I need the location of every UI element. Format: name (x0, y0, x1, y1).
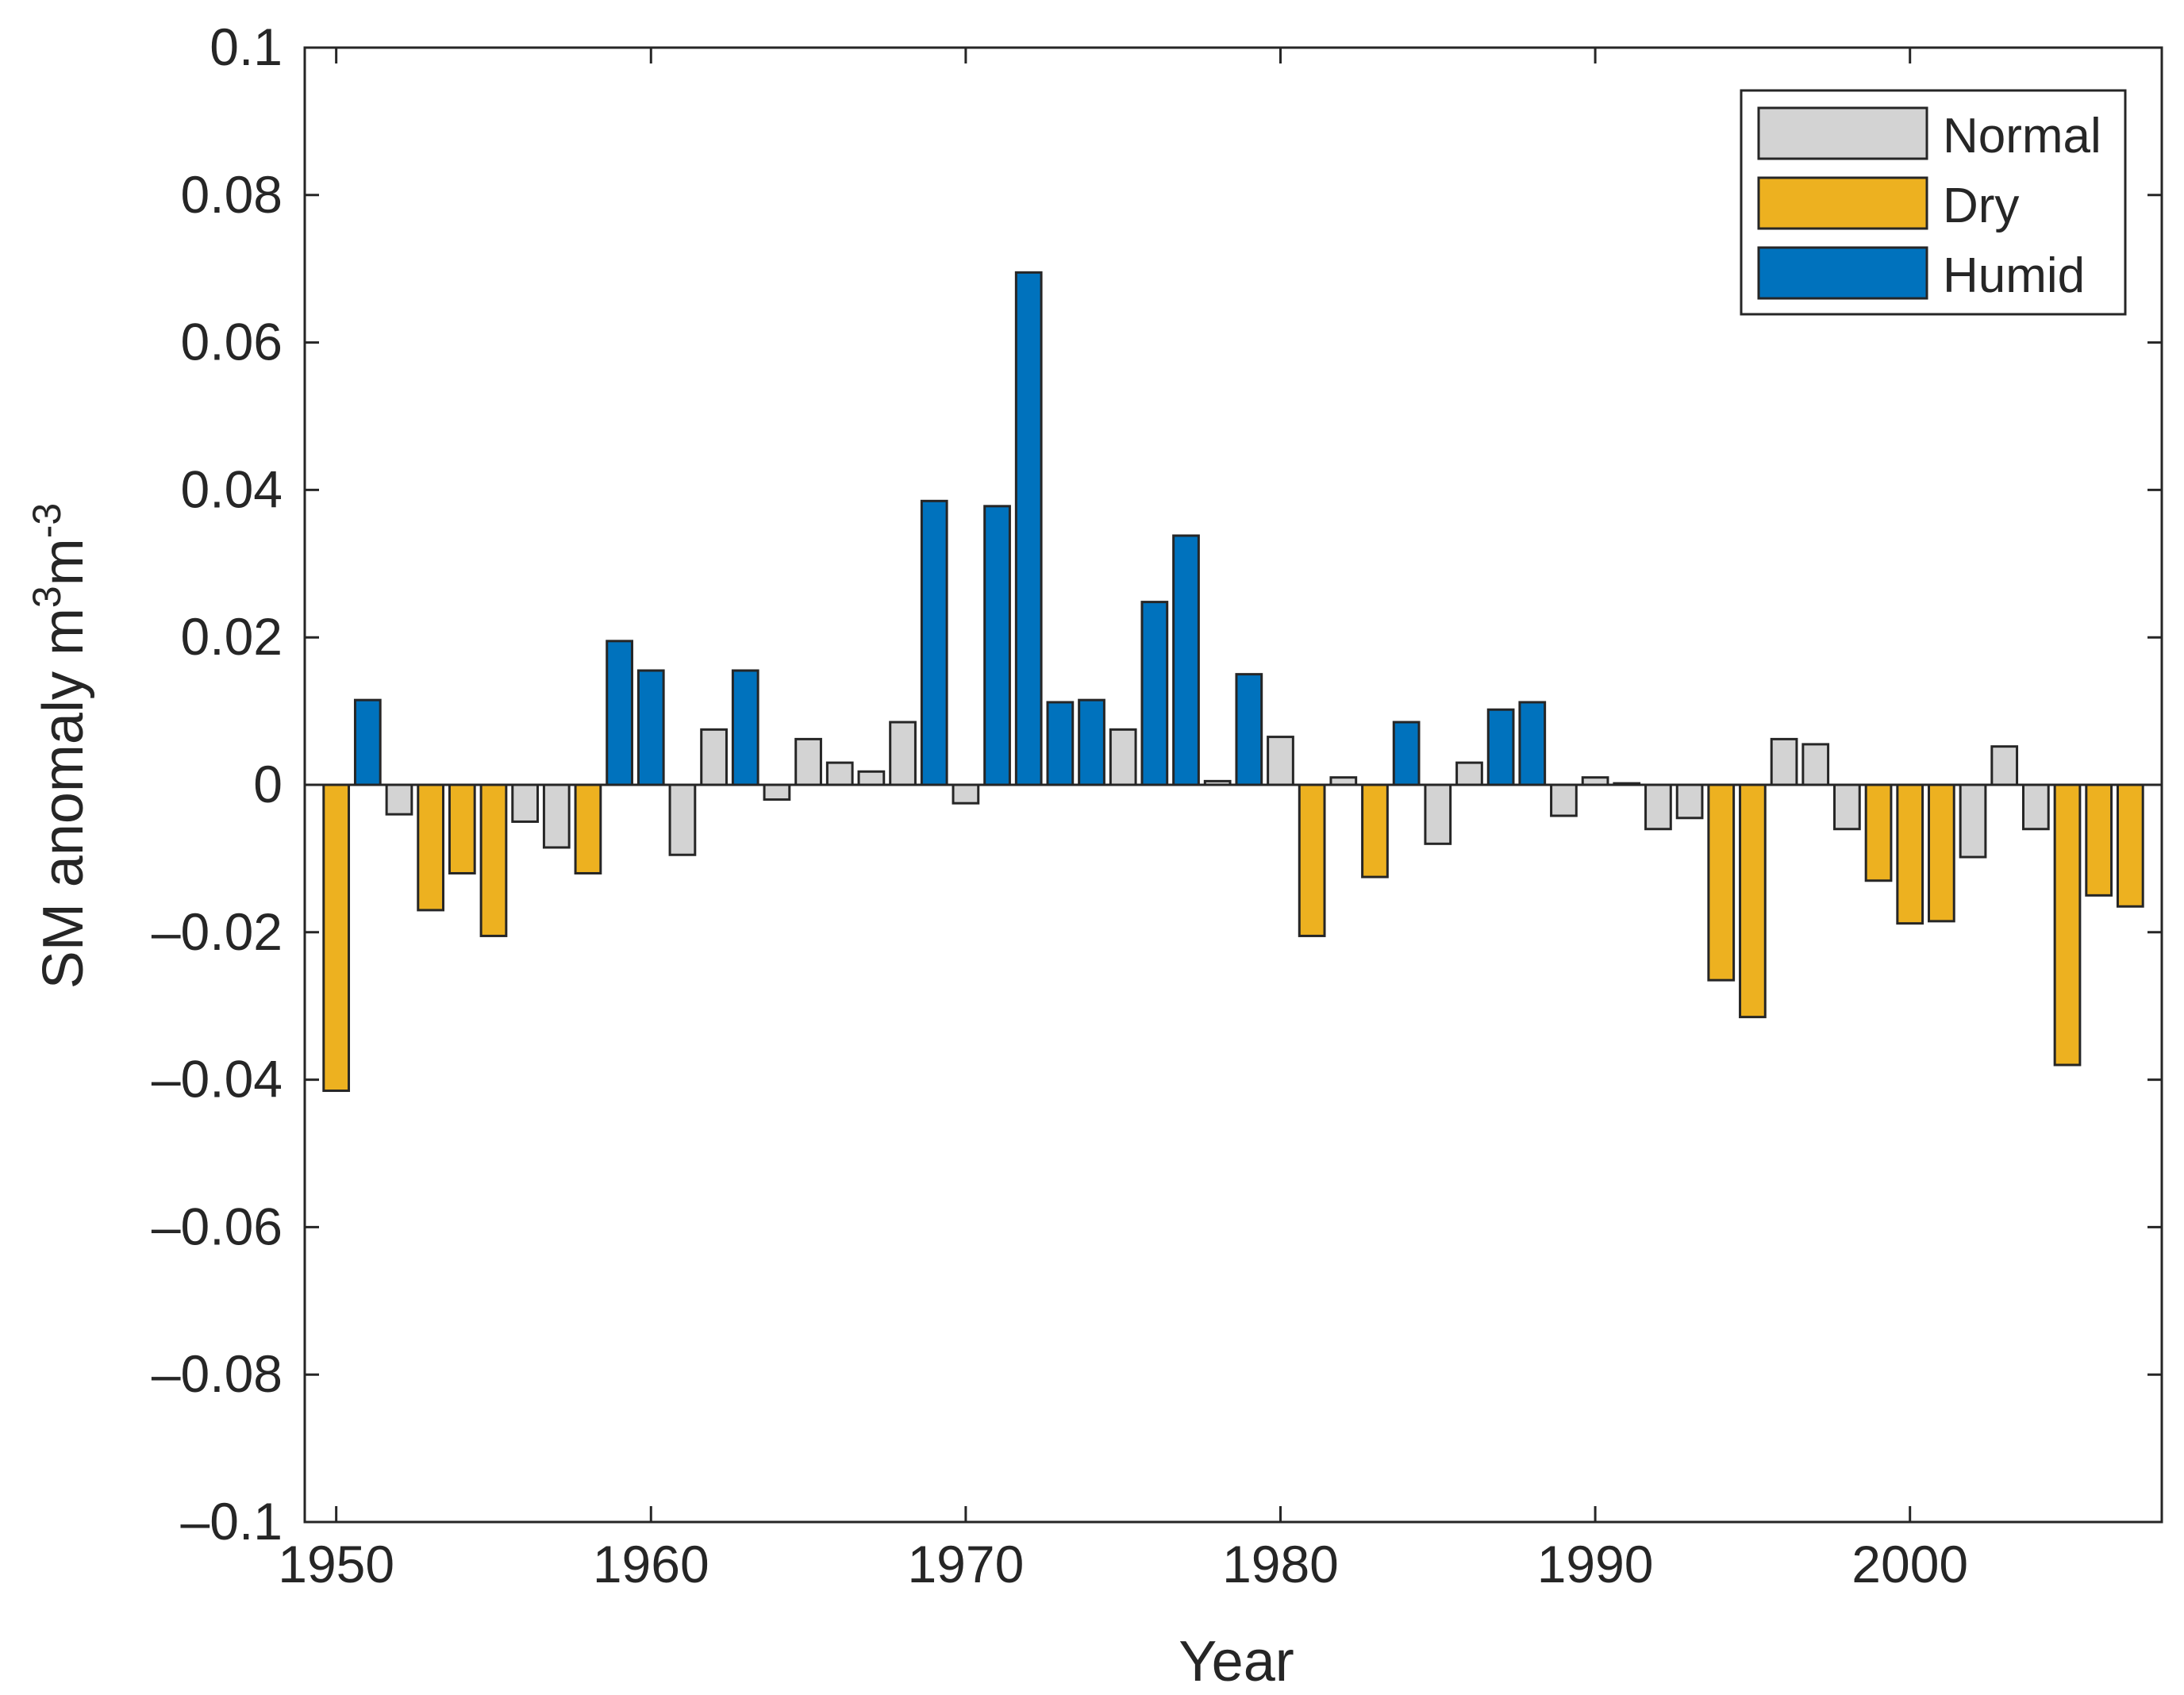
bar-1956-normal (511, 783, 539, 823)
legend-label-humid: Humid (1943, 248, 2085, 303)
bar-1962-normal (700, 728, 728, 786)
bar-2002-normal (1959, 783, 1987, 859)
bar-1969-humid (920, 499, 948, 786)
bar-1985-normal (1424, 783, 1452, 845)
bar-1950-dry (322, 783, 351, 1093)
y-tick-label: –0.1 (181, 1492, 283, 1551)
bar-2007-dry (2116, 783, 2144, 908)
bar-1971-humid (983, 505, 1011, 786)
bar-2006-dry (2085, 783, 2113, 897)
bar-1959-humid (606, 640, 633, 786)
bar-1974-humid (1078, 698, 1105, 786)
bar-1993-normal (1675, 783, 1704, 820)
bar-1988-humid (1518, 701, 1547, 786)
x-tick-label: 1990 (1537, 1535, 1654, 1593)
y-axis-ticks: 0.1 0.08 0.06 0.04 0.02 0 –0.02 –0.04 –0.06 –0.08… (152, 17, 2162, 1551)
bar-1986-normal (1455, 761, 1483, 786)
bar-1981-dry (1298, 783, 1326, 937)
bar-1995-dry (1739, 783, 1767, 1019)
y-tick-label: 0 (253, 755, 283, 813)
bar-1984-humid (1392, 721, 1421, 786)
bar-series (322, 271, 2144, 1093)
bar-1957-normal (542, 783, 571, 849)
bar-1983-dry (1361, 783, 1389, 878)
bar-1960-humid (636, 669, 665, 786)
x-tick-label: 1970 (907, 1535, 1024, 1593)
bar-1951-humid (353, 698, 382, 786)
y-tick-label: 0.08 (181, 165, 283, 224)
bar-1961-normal (668, 783, 697, 856)
legend-label-normal: Normal (1943, 109, 2101, 163)
bar-1989-normal (1550, 783, 1578, 817)
bar-1975-normal (1109, 728, 1137, 786)
y-axis-label-base: SM anomaly m (32, 608, 95, 989)
bar-1970-normal (952, 783, 980, 805)
x-tick-label: 1950 (278, 1535, 394, 1593)
bar-2005-dry (2053, 783, 2082, 1067)
legend-swatch-humid (1757, 246, 1928, 300)
bar-1958-dry (574, 783, 602, 874)
bar-1992-normal (1644, 783, 1672, 831)
bar-1954-dry (448, 783, 476, 874)
y-tick-label: 0.02 (181, 607, 283, 666)
bar-1965-normal (794, 737, 822, 786)
y-axis-label-mid: m (32, 538, 95, 586)
bar-1964-normal (763, 783, 791, 801)
bar-1955-dry (479, 783, 508, 937)
y-tick-label: –0.02 (152, 902, 283, 961)
bar-1967-normal (857, 770, 886, 786)
bar-1972-humid (1014, 271, 1043, 786)
x-tick-label: 1980 (1222, 1535, 1339, 1593)
y-tick-label: 0.04 (181, 459, 283, 518)
bar-1953-dry (417, 783, 445, 912)
bar-1980-normal (1267, 736, 1294, 786)
bar-1973-humid (1046, 701, 1075, 786)
x-tick-label: 2000 (1851, 1535, 1968, 1593)
x-axis-ticks: 1950 1960 1970 1980 1990 2000 (278, 48, 1968, 1593)
bar-1997-normal (1801, 743, 1830, 786)
bar-1977-humid (1172, 534, 1200, 786)
y-axis-label-sup2: -3 (25, 503, 69, 538)
y-tick-label: –0.06 (152, 1197, 283, 1255)
y-axis-label-sup1: 3 (25, 586, 69, 608)
bar-1987-humid (1486, 708, 1515, 786)
bar-2001-dry (1928, 783, 1955, 923)
bar-1966-normal (825, 761, 854, 786)
x-tick-label: 1960 (593, 1535, 709, 1593)
legend: Normal Dry Humid (1740, 89, 2127, 316)
legend-swatch-dry (1757, 176, 1928, 230)
y-tick-label: –0.08 (152, 1344, 283, 1403)
bar-1994-dry (1707, 783, 1736, 982)
legend-label-dry: Dry (1943, 179, 2019, 233)
legend-swatch-normal (1757, 106, 1928, 160)
bar-1968-normal (889, 721, 917, 786)
bar-1963-humid (731, 669, 759, 786)
y-tick-label: 0.06 (181, 313, 283, 371)
y-tick-label: –0.04 (152, 1050, 283, 1109)
bar-1996-normal (1770, 737, 1798, 786)
bar-2000-dry (1896, 783, 1924, 925)
bar-1998-normal (1833, 783, 1861, 831)
y-axis-label: SM anomaly m3m-3 (25, 503, 95, 989)
y-tick-label: 0.1 (210, 17, 283, 76)
bar-2003-normal (1990, 745, 2019, 786)
bar-1979-humid (1235, 673, 1263, 786)
x-axis-label: Year (1179, 1630, 1294, 1693)
bar-1999-dry (1864, 783, 1893, 882)
bar-1952-normal (385, 783, 413, 816)
bar-1976-humid (1140, 601, 1169, 786)
bar-2004-normal (2021, 783, 2050, 831)
